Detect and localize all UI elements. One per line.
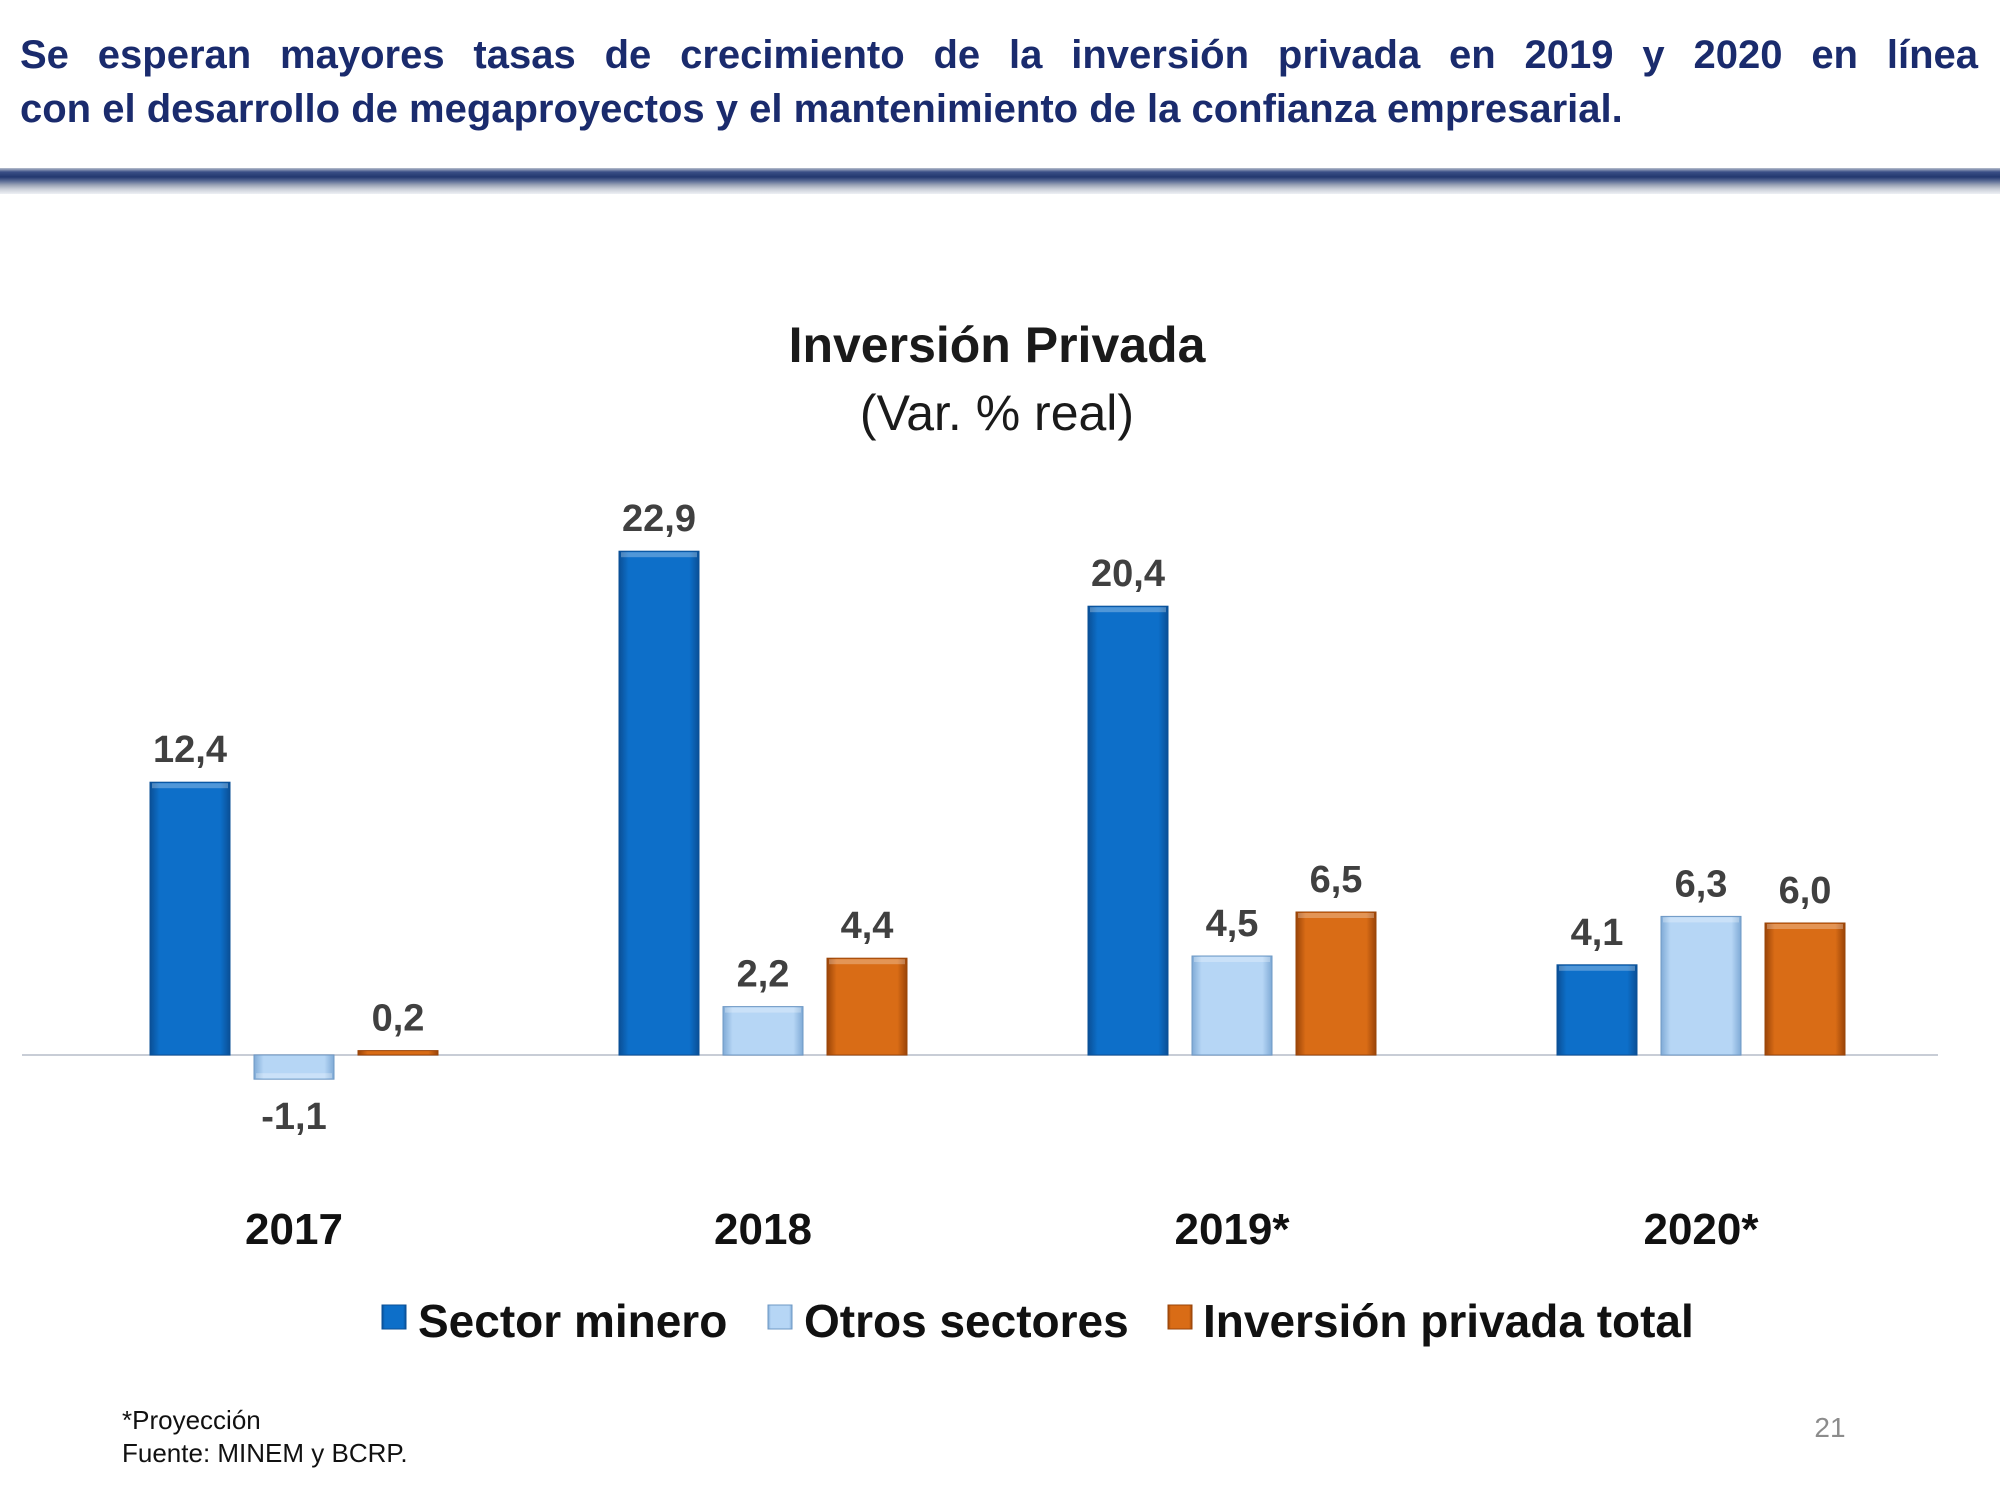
legend-swatch-inversion-privada-total: [1167, 1304, 1193, 1330]
chart-legend: Sector minero Otros sectores Inversión p…: [381, 1295, 1694, 1347]
legend-item-otros-sectores: Otros sectores: [767, 1295, 1129, 1347]
data-label-inversion-privada-total-2018: 4,4: [841, 905, 894, 947]
headline-line-1: Se esperan mayores tasas de crecimiento …: [20, 33, 1978, 77]
bar-otros-sectores-2020: [1660, 915, 1742, 1056]
bar-bevel-otros-sectores-2020: [1663, 917, 1739, 923]
data-label-otros-sectores-2018: 2,2: [737, 954, 790, 996]
legend-label-inversion-privada-total: Inversión privada total: [1203, 1295, 1694, 1347]
data-label-otros-sectores-2017: -1,1: [261, 1096, 326, 1138]
bar-bevel-sector-minero-2017: [152, 783, 228, 789]
bar-bevel-inversion-privada-total-2018: [829, 959, 905, 965]
data-label-inversion-privada-total-2019: 6,5: [1310, 859, 1363, 901]
data-label-otros-sectores-2019: 4,5: [1206, 903, 1259, 945]
legend-item-inversion-privada-total: Inversión privada total: [1167, 1295, 1694, 1347]
bar-bevel-sector-minero-2018: [621, 552, 697, 558]
page-number: 21: [1814, 1412, 1846, 1443]
header-divider: [0, 168, 2000, 194]
category-label-2019: 2019*: [1174, 1205, 1290, 1254]
footnote: *Proyección Fuente: MINEM y BCRP.: [122, 1404, 408, 1470]
bar-otros-sectores-2019: [1191, 955, 1273, 1056]
category-label-2017: 2017: [245, 1205, 343, 1254]
bar-bevel-inversion-privada-total-2019: [1298, 913, 1374, 918]
bar-bevel-otros-sectores-2019: [1194, 957, 1270, 962]
bar-sector-minero-2019: [1087, 605, 1169, 1056]
data-label-sector-minero-2020: 4,1: [1571, 912, 1624, 954]
data-label-sector-minero-2019: 20,4: [1091, 553, 1165, 595]
bar-inversion-privada-total-2017: [357, 1050, 439, 1056]
bar-otros-sectores-2017: [253, 1054, 335, 1080]
data-label-otros-sectores-2020: 6,3: [1675, 863, 1728, 905]
data-label-inversion-privada-total-2020: 6,0: [1779, 870, 1832, 912]
bar-inversion-privada-total-2020: [1764, 922, 1846, 1056]
data-label-sector-minero-2018: 22,9: [622, 498, 696, 540]
bar-sector-minero-2018: [618, 550, 700, 1056]
category-label-2018: 2018: [714, 1205, 812, 1254]
bar-sector-minero-2020: [1556, 964, 1638, 1056]
category-labels-layer: 2017 2018 2019* 2020*: [245, 1205, 1759, 1254]
footnote-projection: *Proyección: [122, 1405, 261, 1435]
data-label-sector-minero-2017: 12,4: [153, 729, 227, 771]
legend-label-sector-minero: Sector minero: [418, 1295, 727, 1347]
bar-otros-sectores-2018: [722, 1006, 804, 1056]
bar-bevel-otros-sectores-2018: [725, 1007, 801, 1013]
data-labels-layer: 12,4 -1,1 0,2 22,9 2,2 4,4 20,4 4,5 6,5 4,1 6,3 6,0: [153, 498, 1831, 1138]
bar-bevel-sector-minero-2019: [1090, 607, 1166, 613]
bar-inversion-privada-total-2019: [1295, 911, 1377, 1056]
bar-bevel-sector-minero-2020: [1559, 965, 1635, 971]
bar-inversion-privada-total-2018: [826, 957, 908, 1056]
bars-layer: [149, 550, 1846, 1080]
bar-bevel-otros-sectores-2017: [256, 1073, 332, 1079]
footnote-source: Fuente: MINEM y BCRP.: [122, 1438, 408, 1468]
bar-bevel-inversion-privada-total-2020: [1767, 924, 1843, 929]
legend-item-sector-minero: Sector minero: [381, 1295, 727, 1347]
slide-headline: Se esperan mayores tasas de crecimiento …: [20, 28, 1978, 136]
bar-sector-minero-2017: [149, 781, 231, 1056]
chart-subtitle: (Var. % real): [860, 385, 1134, 441]
legend-swatch-otros-sectores: [767, 1304, 793, 1330]
legend-swatch-sector-minero: [381, 1304, 407, 1330]
legend-label-otros-sectores: Otros sectores: [804, 1295, 1129, 1347]
headline-line-2: con el desarrollo de megaproyectos y el …: [20, 87, 1623, 131]
data-label-inversion-privada-total-2017: 0,2: [372, 998, 425, 1040]
category-label-2020: 2020*: [1643, 1205, 1759, 1254]
chart-title: Inversión Privada: [789, 317, 1207, 373]
